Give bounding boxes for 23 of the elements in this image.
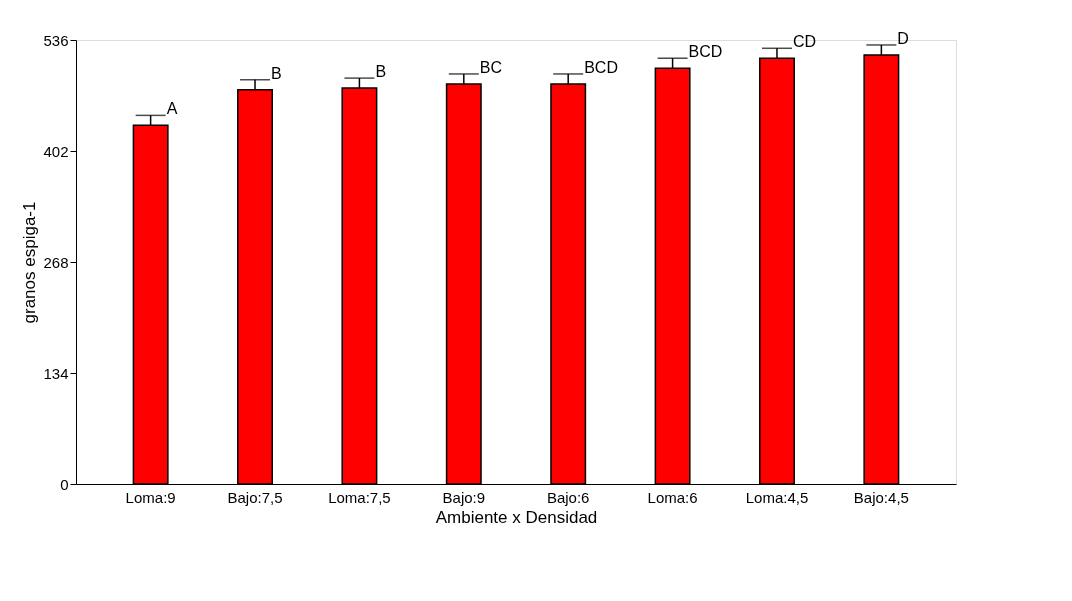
x-tick-label: Bajo:9 (442, 488, 486, 506)
annotation: BC (479, 58, 503, 76)
x-tick-label: Loma:6 (647, 488, 698, 506)
annotation: BCD (688, 43, 723, 61)
x-tick-label: Bajo:4,5 (853, 488, 909, 506)
annotation: B (271, 64, 282, 82)
annotation: D (897, 29, 909, 47)
x-axis-title: Ambiente x Densidad (435, 507, 598, 527)
annotation: A (166, 100, 178, 118)
y-tick-label: 134 (43, 364, 69, 382)
y-tick-label: 268 (43, 253, 69, 271)
annotation: CD (792, 33, 817, 51)
y-tick-label: 0 (60, 475, 69, 493)
x-tick-label: Loma:7,5 (328, 488, 391, 506)
y-axis-title: granos espiga-1 (20, 201, 40, 324)
x-tick-label: Loma:9 (125, 488, 176, 506)
y-tick-label: 536 (43, 31, 69, 49)
x-tick-label: Bajo:7,5 (227, 488, 283, 506)
x-tick-label: Loma:4,5 (745, 488, 809, 506)
x-tick-label: Bajo:6 (546, 488, 590, 506)
annotation: BCD (584, 58, 618, 76)
y-tick-label: 402 (43, 142, 69, 160)
annotation: B (375, 63, 387, 81)
